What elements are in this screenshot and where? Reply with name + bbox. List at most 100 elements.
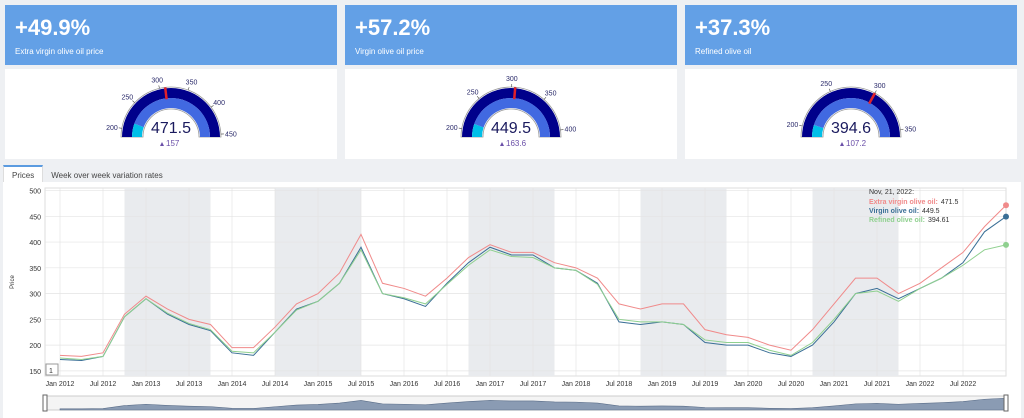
- delta-arrow: [160, 142, 164, 146]
- y-tick-label: 350: [29, 266, 41, 273]
- x-tick-label: Jan 2021: [820, 381, 849, 388]
- gauge-tick-label: 200: [787, 122, 799, 129]
- x-tick-label: Jul 2018: [606, 381, 633, 388]
- gauge-tick-label: 300: [874, 83, 886, 90]
- series-line: [59, 216, 1007, 362]
- x-tick-label: Jan 2019: [648, 381, 677, 388]
- gauge-tick: [543, 97, 547, 100]
- gauge-value-bar: [122, 88, 220, 137]
- y-tick-label: 500: [29, 189, 41, 196]
- range-handle[interactable]: [1003, 394, 1009, 412]
- y-tick-label: 150: [29, 369, 41, 376]
- y-tick-label: 200: [29, 343, 41, 350]
- end-marker: [1003, 241, 1009, 248]
- gauge-tick-label: 300: [506, 76, 518, 83]
- tab[interactable]: Week over week variation rates: [51, 171, 163, 180]
- x-tick-label: Jan 2022: [906, 381, 935, 388]
- gauge: 200 250 300 350 400 449.5 163.6: [446, 76, 577, 148]
- x-tick-label: Jul 2017: [520, 381, 547, 388]
- x-tick-label: Jul 2016: [434, 381, 461, 388]
- kpi-value: +57.2%: [355, 15, 431, 40]
- gauge-band: [134, 98, 210, 137]
- gauge-band: [474, 98, 550, 137]
- gauge-tick-label: 400: [565, 127, 577, 134]
- kpi-label: Virgin olive oil price: [355, 47, 424, 56]
- gauge-value: 471.5: [151, 120, 191, 137]
- gauge-tick-label: 350: [545, 91, 557, 98]
- gauge-band: [472, 124, 484, 137]
- x-tick-label: Jul 2012: [90, 381, 117, 388]
- tooltip-item: Virgin olive oil: 449.5: [869, 208, 940, 215]
- tooltip-value: 449.5: [922, 208, 940, 215]
- gauge-band: [813, 98, 890, 137]
- gauge-tick: [210, 105, 214, 108]
- x-tick-label: Jul 2013: [176, 381, 203, 388]
- shaded-period: [640, 188, 727, 376]
- y-tick-label: 300: [29, 292, 41, 299]
- x-tick-label: Jan 2018: [562, 381, 591, 388]
- series-line: [59, 204, 1007, 357]
- gauge-tick: [828, 88, 831, 92]
- shaded-period: [124, 188, 211, 376]
- gauge-value-bar: [462, 88, 560, 137]
- y-tick-label: 450: [29, 214, 41, 221]
- gauge-tick-label: 200: [106, 125, 118, 132]
- x-tick-label: Jan 2020: [734, 381, 763, 388]
- gauge-tick-label: 250: [122, 95, 134, 102]
- x-tick-label: Jan 2012: [46, 381, 75, 388]
- gauge-tick-label: 400: [213, 100, 225, 107]
- kpi-label: Refined olive oil: [695, 47, 752, 56]
- gauge-tick-label: 350: [186, 80, 198, 87]
- gauge-tick: [476, 96, 480, 99]
- gauge-threshold: [512, 87, 517, 100]
- zoom-input: 1: [49, 368, 53, 375]
- tooltip-value: 394.61: [928, 217, 950, 224]
- x-tick-label: Jan 2013: [132, 381, 161, 388]
- tooltip-item: Refined olive oil: 394.61: [869, 217, 950, 224]
- x-tick-label: Jul 2020: [778, 381, 805, 388]
- gauge-value-bar: [802, 88, 900, 137]
- gauge-delta: 107.2: [846, 139, 867, 148]
- kpi-label: Extra virgin olive oil price: [15, 47, 104, 56]
- gauge-tick-label: 450: [225, 132, 237, 139]
- gauge-card: 200 250 300 350 400 449.5 163.6: [345, 69, 677, 159]
- x-tick-label: Jan 2017: [476, 381, 505, 388]
- zoom-input-box: [45, 363, 59, 376]
- tooltip-label: Extra virgin olive oil:: [869, 199, 938, 206]
- gauge-tick: [458, 127, 462, 129]
- x-tick-label: Jul 2022: [950, 381, 977, 388]
- gauge: 200 250 300 350 400 450 471.5 157: [106, 78, 237, 148]
- tooltip-label: Virgin olive oil:: [869, 208, 919, 215]
- x-tick-label: Jul 2015: [348, 381, 375, 388]
- gauge-threshold: [163, 87, 168, 100]
- tooltip-date: Nov, 21, 2022:: [869, 189, 914, 196]
- series-line: [59, 244, 1007, 361]
- gauge-delta: 163.6: [506, 139, 527, 148]
- delta-arrow: [840, 142, 844, 146]
- end-marker: [1003, 213, 1009, 220]
- gauge-tick: [118, 127, 122, 129]
- kpi-card: +37.3% Refined olive oil: [685, 5, 1017, 65]
- gauge-delta: 157: [166, 139, 180, 148]
- gauge-value: 394.6: [831, 120, 871, 137]
- kpi-card: +57.2% Virgin olive oil price: [345, 5, 677, 65]
- tab[interactable]: Prices: [3, 165, 44, 184]
- x-tick-label: Jan 2016: [390, 381, 419, 388]
- gauge-tick-label: 350: [905, 126, 917, 133]
- x-tick-label: Jan 2014: [218, 381, 247, 388]
- shaded-period: [812, 188, 899, 376]
- gauge-tick-label: 200: [446, 125, 458, 132]
- tab-bar: Prices Week over week variation rates: [3, 165, 171, 184]
- gauge-card: 200 250 300 350 400 450 471.5 157: [5, 69, 337, 159]
- y-axis-label: Price: [10, 275, 16, 289]
- x-tick-label: Jul 2014: [262, 381, 289, 388]
- gauge-value: 449.5: [491, 120, 531, 137]
- tooltip-label: Refined olive oil:: [869, 217, 925, 224]
- x-tick-label: Jul 2019: [692, 381, 719, 388]
- range-handle[interactable]: [42, 394, 48, 412]
- y-tick-label: 400: [29, 240, 41, 247]
- kpi-value: +49.9%: [15, 15, 91, 40]
- gauge-threshold: [868, 92, 877, 105]
- gauge-tick-label: 250: [820, 81, 832, 88]
